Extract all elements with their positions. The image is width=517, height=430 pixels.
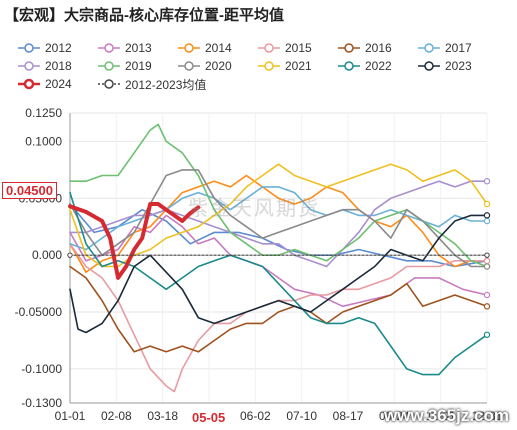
legend-swatch	[98, 43, 120, 53]
legend-label: 2020	[205, 59, 232, 73]
series-line-2022	[69, 191, 488, 376]
series-line-2023	[69, 214, 488, 334]
series-point	[67, 252, 73, 258]
current-date-label: 05-05	[192, 410, 226, 425]
x-tick-label: 09-24	[379, 409, 410, 423]
series-end-point	[483, 212, 491, 219]
legend-swatch	[178, 61, 200, 71]
series-end-point	[483, 303, 491, 310]
legend-label: 2012-2023均值	[125, 77, 207, 92]
series-line-2021	[69, 163, 488, 268]
legend-swatch	[98, 79, 120, 89]
page-title: 【宏观】大宗商品-核心库存位置-距平均值	[4, 7, 284, 24]
x-tick-label: 12-31	[472, 409, 503, 423]
x-tick-label: 03-18	[147, 409, 178, 423]
legend-swatch	[178, 43, 200, 53]
legend-item[interactable]: 2021	[258, 56, 312, 76]
series-end-point	[483, 200, 491, 208]
legend-label: 2012	[45, 41, 72, 55]
legend-swatch	[18, 61, 40, 71]
series-line-2016	[69, 265, 488, 353]
legend-swatch	[258, 61, 280, 71]
site-watermark: www.365jz.com	[383, 406, 509, 425]
series-line-2017	[69, 186, 488, 251]
x-tick-label: 11-01	[426, 409, 456, 423]
legend-label: 2022	[365, 59, 392, 73]
legend-swatch	[98, 61, 120, 71]
y-tick-label: -0.1300	[21, 396, 62, 410]
series-end-point	[483, 291, 491, 299]
legend-swatch	[18, 78, 40, 90]
series-end-point	[483, 263, 491, 270]
legend-item[interactable]: 2015	[258, 38, 312, 58]
legend-label: 2023	[445, 59, 472, 73]
legend-item[interactable]: 2020	[178, 56, 232, 76]
legend-swatch	[258, 43, 280, 53]
legend-swatch	[418, 43, 440, 53]
legend-label: 2024	[45, 77, 72, 91]
series-end-point	[483, 331, 491, 338]
legend-item[interactable]: 2014	[178, 38, 232, 58]
x-tick-label: 07-10	[286, 409, 317, 423]
series-line-2014	[69, 174, 488, 273]
legend-label: 2019	[125, 59, 152, 73]
watermark: 紫金天风期货	[188, 198, 320, 220]
series-line-2024	[68, 202, 201, 280]
legend-swatch	[338, 61, 360, 71]
series-point	[484, 252, 490, 258]
y-tick-label: 0.000	[32, 248, 62, 262]
current-value-label: 0.04500	[2, 182, 57, 199]
legend-label: 2021	[285, 59, 312, 73]
y-tick-label: 0.1000	[25, 134, 62, 148]
legend-swatch	[418, 61, 440, 71]
legend-label: 2018	[45, 59, 72, 73]
legend-swatch	[18, 43, 40, 53]
y-tick-label: -0.05000	[15, 305, 63, 319]
series-line-2020	[69, 169, 488, 268]
series-line-2018	[69, 180, 488, 268]
legend-item[interactable]: 2023	[418, 56, 472, 76]
legend-item[interactable]: 2012-2023均值	[98, 74, 206, 94]
y-tick-label: 0.1250	[25, 106, 62, 120]
legend-item[interactable]: 2022	[338, 56, 392, 76]
legend-swatch	[338, 43, 360, 53]
legend-item[interactable]: 2013	[98, 38, 152, 58]
x-tick-label: 02-08	[101, 409, 132, 423]
legend-item[interactable]: 2024	[18, 74, 72, 94]
legend-item[interactable]: 2016	[338, 38, 392, 58]
legend-label: 2013	[125, 41, 152, 55]
legend-item[interactable]: 2018	[18, 56, 72, 76]
legend-item[interactable]: 2012	[18, 38, 72, 58]
legend-label: 2015	[285, 41, 312, 55]
legend-item[interactable]: 2017	[418, 38, 472, 58]
x-tick-label: 01-01	[55, 409, 86, 423]
legend-label: 2016	[365, 41, 392, 55]
legend-item[interactable]: 2019	[98, 56, 152, 76]
x-tick-label: 08-17	[333, 409, 364, 423]
series-end-point	[483, 257, 491, 265]
x-tick-label: 06-02	[240, 409, 271, 423]
y-tick-label: -0.1000	[21, 362, 62, 376]
series-end-point	[483, 217, 491, 225]
series-end-point	[483, 178, 491, 185]
legend-label: 2017	[445, 41, 472, 55]
legend-label: 2014	[205, 41, 232, 55]
